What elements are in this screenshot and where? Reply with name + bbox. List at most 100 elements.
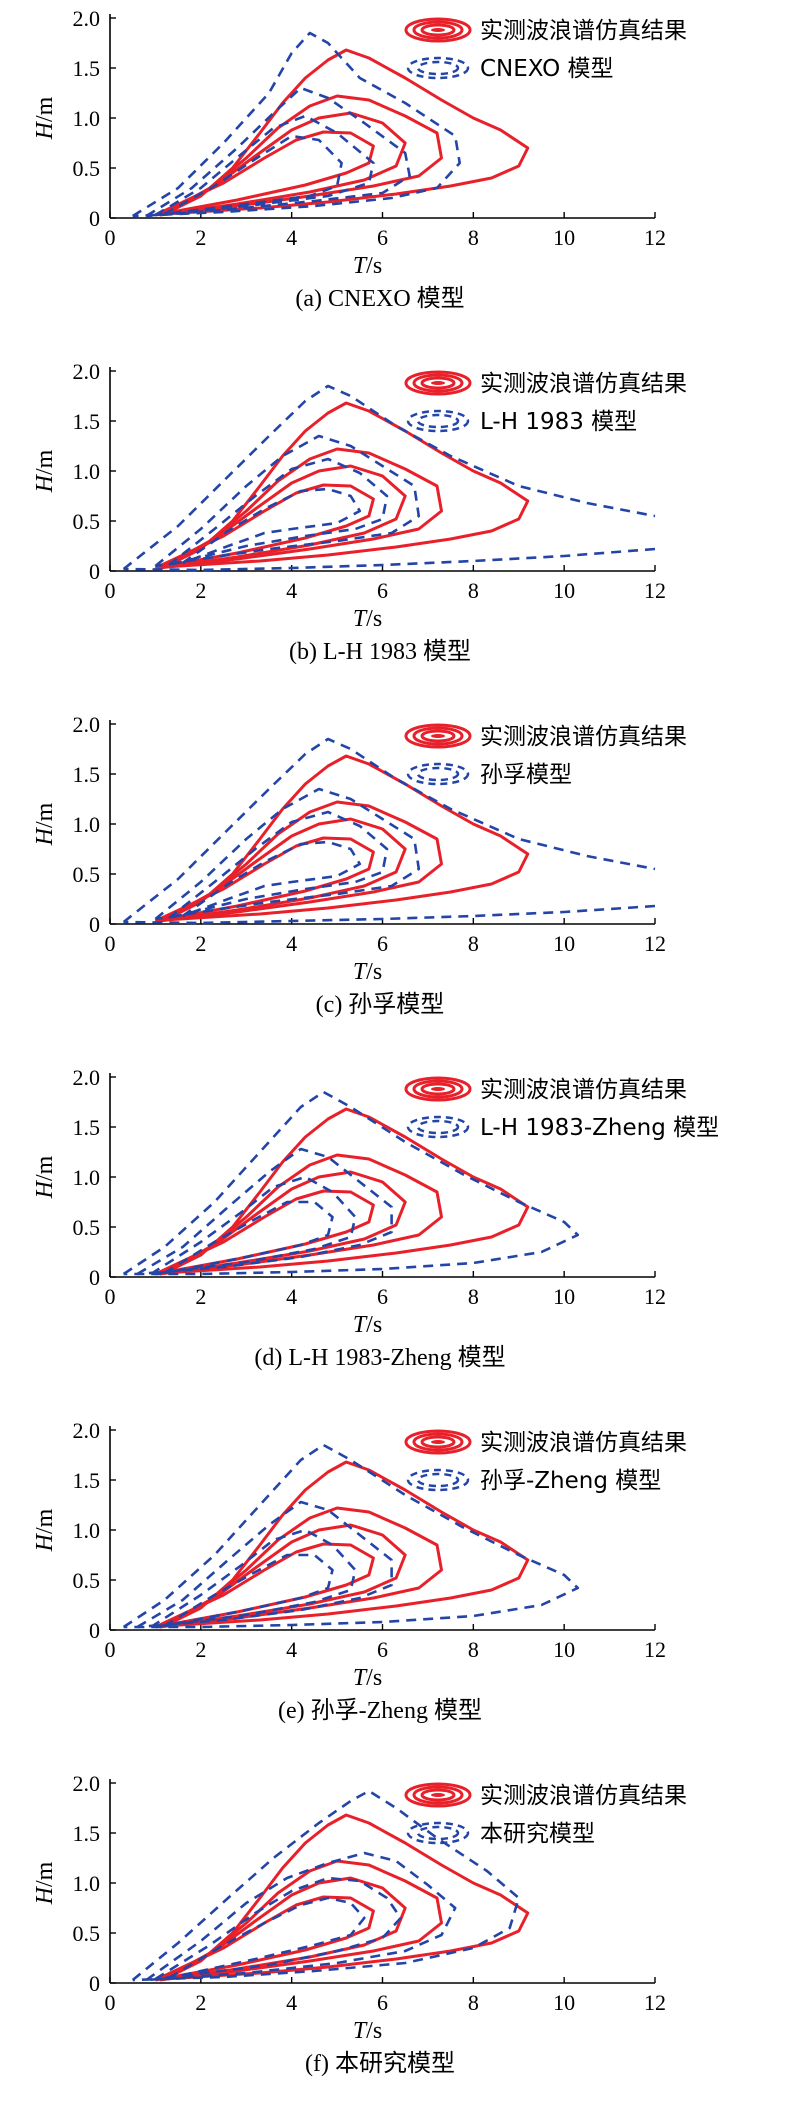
- measured-contour-line: [163, 1813, 530, 1981]
- legend-label-measured: 实测波浪谱仿真结果: [480, 1077, 687, 1103]
- x-tick-label: 4: [286, 225, 297, 250]
- x-tick-label: 6: [377, 931, 388, 956]
- y-tick-label: 1.0: [73, 106, 101, 131]
- x-axis-title: T/s: [353, 1312, 382, 1338]
- legend-label-model: CNEXO 模型: [480, 56, 614, 82]
- measured-contour-line: [163, 401, 530, 569]
- y-tick-label: 1.0: [73, 812, 101, 837]
- y-tick-label: 2.0: [73, 6, 101, 31]
- measured-contour-line: [163, 1506, 443, 1628]
- chart-panel-1: 0 2 4 6 8 10 12 0 0.5 1.0 1.5 2.0 T/s H/m 实测波浪谱仿真结果 CNE…: [32, 6, 687, 312]
- model-contour-line: [168, 457, 389, 567]
- model-contour-line: [122, 384, 656, 571]
- x-tick-label: 0: [105, 931, 116, 956]
- x-tick-label: 12: [644, 1637, 666, 1662]
- x-tick-label: 2: [195, 1990, 206, 2015]
- y-tick-label: 0.5: [73, 509, 101, 534]
- model-contour-line: [122, 1443, 580, 1629]
- model-contour-line: [136, 1500, 393, 1629]
- x-tick-label: 8: [468, 931, 479, 956]
- y-tick-label: 0.5: [73, 156, 101, 181]
- measured-contour-line: [163, 447, 443, 569]
- model-contour-line: [181, 840, 362, 918]
- model-contour-line: [145, 86, 411, 218]
- legend-measured-symbol: [420, 1435, 456, 1449]
- y-axis-title: H/m: [32, 1155, 58, 1199]
- legend-model-symbol: [416, 60, 460, 76]
- x-tick-label: 2: [195, 1284, 206, 1309]
- legend-label-measured: 实测波浪谱仿真结果: [480, 1430, 687, 1456]
- legend-label-model: L-H 1983 模型: [480, 409, 637, 435]
- legend-label-model: L-H 1983-Zheng 模型: [480, 1115, 719, 1141]
- legend-label-measured: 实测波浪谱仿真结果: [480, 1783, 687, 1809]
- legend-label-measured: 实测波浪谱仿真结果: [480, 371, 687, 397]
- legend-measured-symbol: [412, 373, 464, 393]
- x-tick-label: 4: [286, 1284, 297, 1309]
- measured-contour-line: [163, 94, 443, 216]
- measured-contour-line: [163, 800, 443, 922]
- legend-measured-symbol: [431, 1087, 445, 1091]
- x-tick-label: 10: [553, 1990, 575, 2015]
- legend-measured-symbol: [420, 729, 456, 743]
- y-tick-label: 1.0: [73, 1165, 101, 1190]
- legend-model-symbol: [406, 762, 470, 786]
- chart-panel-3: 0 2 4 6 8 10 12 0 0.5 1.0 1.5 2.0 T/s H/m 实测波浪谱仿真结果孙孚模…: [32, 712, 687, 1018]
- x-tick-label: 12: [644, 931, 666, 956]
- y-tick-label: 2.0: [73, 1065, 101, 1090]
- legend-measured-symbol: [420, 1082, 456, 1096]
- model-contour-line: [122, 1090, 580, 1276]
- x-tick-label: 2: [195, 225, 206, 250]
- x-tick-label: 4: [286, 1637, 297, 1662]
- model-contour-line: [168, 1896, 366, 1980]
- model-contour-line: [123, 547, 656, 572]
- x-tick-label: 12: [644, 1284, 666, 1309]
- legend-measured-symbol: [412, 20, 464, 40]
- x-tick-label: 2: [195, 931, 206, 956]
- legend-measured-symbol: [404, 17, 472, 43]
- legend-measured-symbol: [404, 1782, 472, 1808]
- model-contour-line: [154, 787, 421, 921]
- y-tick-label: 0.5: [73, 1568, 101, 1593]
- model-contour-line: [136, 1147, 393, 1276]
- x-tick-label: 12: [644, 578, 666, 603]
- legend-measured-symbol: [412, 726, 464, 746]
- y-tick-label: 2.0: [73, 1771, 101, 1796]
- x-axis-title: T/s: [353, 2018, 382, 2044]
- x-tick-label: 6: [377, 578, 388, 603]
- y-tick-label: 0: [89, 1618, 100, 1643]
- measured-contour-line: [163, 1153, 443, 1275]
- x-axis-title: T/s: [353, 606, 382, 632]
- model-contour-line: [150, 1528, 357, 1629]
- chart-caption: (a) CNEXO 模型: [295, 285, 464, 312]
- legend: 实测波浪谱仿真结果 L-H 1983-Zheng 模型: [404, 1076, 719, 1141]
- chart-caption: (b) L-H 1983 模型: [289, 638, 471, 665]
- measured-contour-line: [154, 130, 375, 217]
- legend-measured-symbol: [431, 734, 445, 738]
- y-tick-label: 2.0: [73, 359, 101, 384]
- legend-measured-symbol: [431, 1793, 445, 1797]
- y-tick-label: 2.0: [73, 712, 101, 737]
- legend-measured-symbol: [431, 1440, 445, 1444]
- legend-measured-symbol: [420, 23, 456, 37]
- legend-measured-symbol: [431, 28, 445, 32]
- chart-panel-6: 0 2 4 6 8 10 12 0 0.5 1.0 1.5 2.0 T/s H/m 实测波浪谱仿真结果本研究…: [32, 1771, 687, 2077]
- legend-model-symbol: [416, 413, 460, 429]
- chart-panel-4: 0 2 4 6 8 10 12 0 0.5 1.0 1.5 2.0 T/s H/m 实测波浪谱仿真结果 L-H…: [32, 1065, 719, 1371]
- legend-measured-symbol: [404, 723, 472, 749]
- x-tick-label: 8: [468, 1990, 479, 2015]
- x-axis-title: T/s: [353, 959, 382, 985]
- chart-caption: (f) 本研究模型: [305, 2050, 455, 2077]
- model-contour-line: [168, 810, 389, 920]
- legend-model-symbol: [406, 1468, 470, 1492]
- model-contour-line: [163, 134, 343, 216]
- legend-measured-symbol: [420, 376, 456, 390]
- chart-panel-2: 0 2 4 6 8 10 12 0 0.5 1.0 1.5 2.0 T/s H/m 实测波浪谱仿真结果 L-H…: [32, 359, 687, 665]
- x-axis-title: T/s: [353, 1665, 382, 1691]
- legend-label-model: 孙孚模型: [480, 762, 572, 788]
- legend-model-symbol: [416, 1119, 460, 1135]
- x-tick-label: 4: [286, 1990, 297, 2015]
- legend-model-symbol: [416, 1825, 460, 1841]
- model-contour-line: [181, 487, 362, 565]
